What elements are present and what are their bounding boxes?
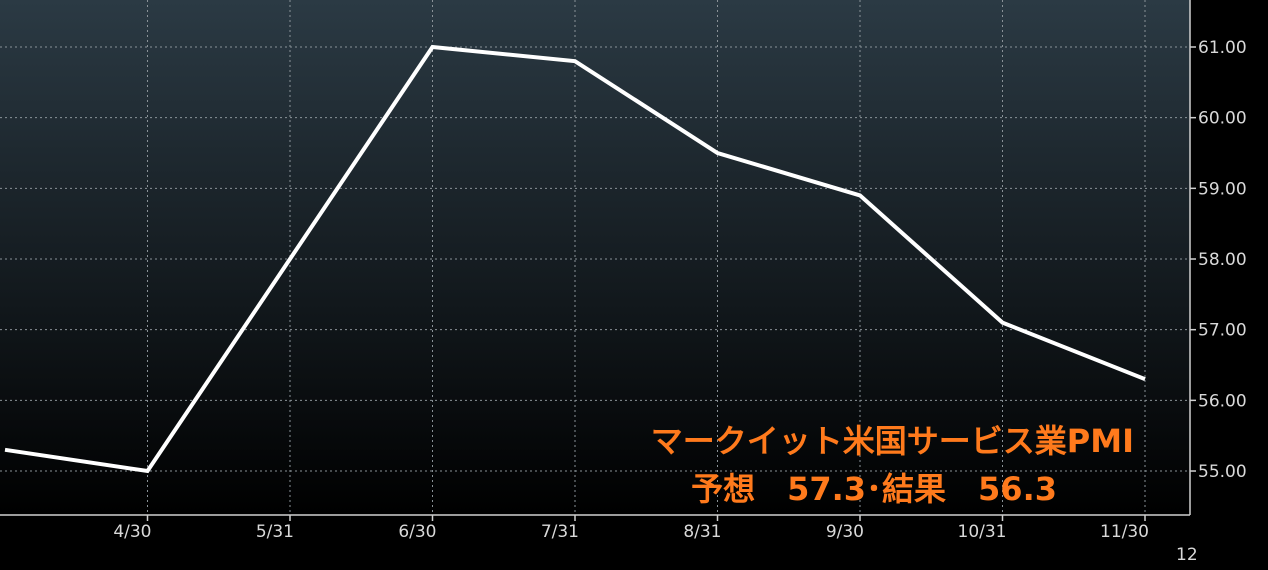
y-tick-label: 60.00 bbox=[1198, 109, 1247, 129]
plot-area-background bbox=[0, 0, 1190, 515]
x-tick-label: 11/30 bbox=[1100, 522, 1149, 542]
x-tick-label: 4/30 bbox=[113, 522, 151, 542]
x-tick-label: 8/31 bbox=[683, 522, 721, 542]
x-axis-ticks: 4/30 5/31 6/30 7/31 8/31 9/30 10/31 11/30 bbox=[113, 515, 1149, 542]
y-tick-label: 57.00 bbox=[1198, 321, 1247, 341]
y-tick-label: 61.00 bbox=[1198, 38, 1247, 58]
annotation-line-1: マークイット米国サービス業PMI bbox=[651, 422, 1134, 460]
annotation-line-2: 予想 57.3･結果 56.3 bbox=[691, 470, 1057, 508]
x-tick-label: 10/31 bbox=[958, 522, 1007, 542]
x-tick-label: 9/30 bbox=[826, 522, 864, 542]
y-tick-label: 58.00 bbox=[1198, 250, 1247, 270]
x-tick-label: 5/31 bbox=[256, 522, 294, 542]
x-tick-label: 6/30 bbox=[398, 522, 436, 542]
y-tick-label: 55.00 bbox=[1198, 462, 1247, 482]
y-tick-label: 56.00 bbox=[1198, 391, 1247, 411]
x-tick-label: 7/31 bbox=[541, 522, 579, 542]
y-tick-label: 59.00 bbox=[1198, 179, 1247, 199]
series bbox=[4, 44, 1146, 474]
x-axis-year-label: 12 bbox=[1176, 545, 1198, 565]
y-axis-ticks: 61.00 60.00 59.00 58.00 57.00 56.00 55.00 bbox=[1190, 38, 1247, 482]
grid bbox=[0, 0, 1190, 515]
